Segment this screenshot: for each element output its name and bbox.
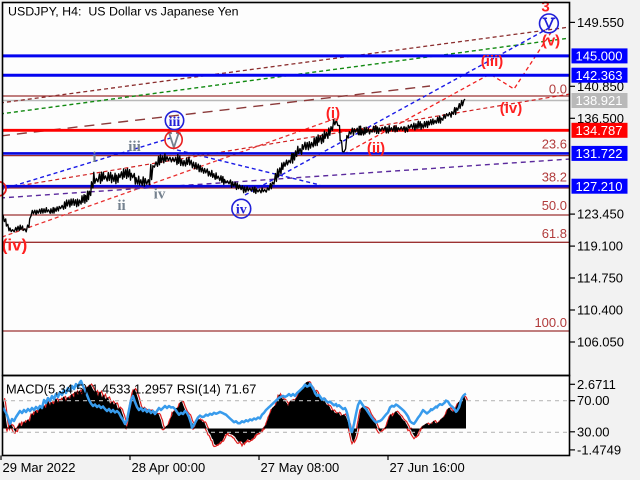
svg-text:2.6711: 2.6711 (577, 377, 616, 392)
svg-text:iv: iv (236, 203, 247, 218)
svg-text:0.0: 0.0 (549, 82, 567, 97)
svg-text:29 Mar 2022: 29 Mar 2022 (3, 460, 76, 475)
svg-text:i: i (92, 150, 96, 166)
svg-text:50.0: 50.0 (542, 198, 567, 213)
svg-text:70.00: 70.00 (577, 393, 610, 408)
svg-text:(ii): (ii) (367, 140, 385, 157)
svg-text:(iii): (iii) (481, 53, 504, 70)
svg-text:USDJPY, H4: US Dollar vs Japa: USDJPY, H4: US Dollar vs Japanese Yen (8, 5, 239, 19)
svg-text:149.550: 149.550 (577, 15, 624, 30)
svg-text:(iv): (iv) (2, 236, 28, 255)
svg-text:142.363: 142.363 (576, 68, 623, 83)
svg-text:MACD(5,34,5) 1.4533 1.2957 RSI: MACD(5,34,5) 1.4533 1.2957 RSI(14) 71.67 (6, 382, 256, 397)
svg-text:iii: iii (128, 139, 141, 155)
svg-text:136.500: 136.500 (577, 111, 624, 126)
svg-text:-1.4749: -1.4749 (577, 442, 621, 457)
svg-text:106.050: 106.050 (577, 335, 624, 350)
svg-text:61.8: 61.8 (542, 226, 567, 241)
svg-text:(i): (i) (326, 105, 340, 122)
svg-text:(v): (v) (542, 33, 560, 50)
svg-text:28 Apr 00:00: 28 Apr 00:00 (132, 460, 206, 475)
svg-text:127.210: 127.210 (576, 179, 623, 194)
svg-text:iv: iv (154, 187, 166, 203)
svg-text:145.000: 145.000 (576, 49, 623, 64)
svg-text:38.2: 38.2 (542, 170, 567, 185)
svg-text:23.6: 23.6 (542, 137, 567, 152)
svg-text:131.722: 131.722 (576, 146, 623, 161)
svg-text:123.450: 123.450 (577, 207, 624, 222)
svg-text:114.750: 114.750 (577, 271, 623, 286)
svg-text:134.787: 134.787 (576, 123, 623, 138)
svg-text:138.921: 138.921 (576, 93, 623, 108)
svg-text:27 Jun 16:00: 27 Jun 16:00 (390, 460, 465, 475)
svg-text:100.0: 100.0 (534, 315, 567, 330)
svg-text:ii: ii (117, 198, 125, 214)
svg-text:(iv): (iv) (500, 100, 523, 117)
svg-text:110.400: 110.400 (577, 303, 623, 318)
svg-text:119.100: 119.100 (577, 239, 623, 254)
svg-text:iii: iii (169, 115, 181, 130)
svg-text:3: 3 (541, 0, 549, 16)
svg-text:27 May 08:00: 27 May 08:00 (261, 460, 340, 475)
svg-text:30.00: 30.00 (577, 424, 610, 439)
